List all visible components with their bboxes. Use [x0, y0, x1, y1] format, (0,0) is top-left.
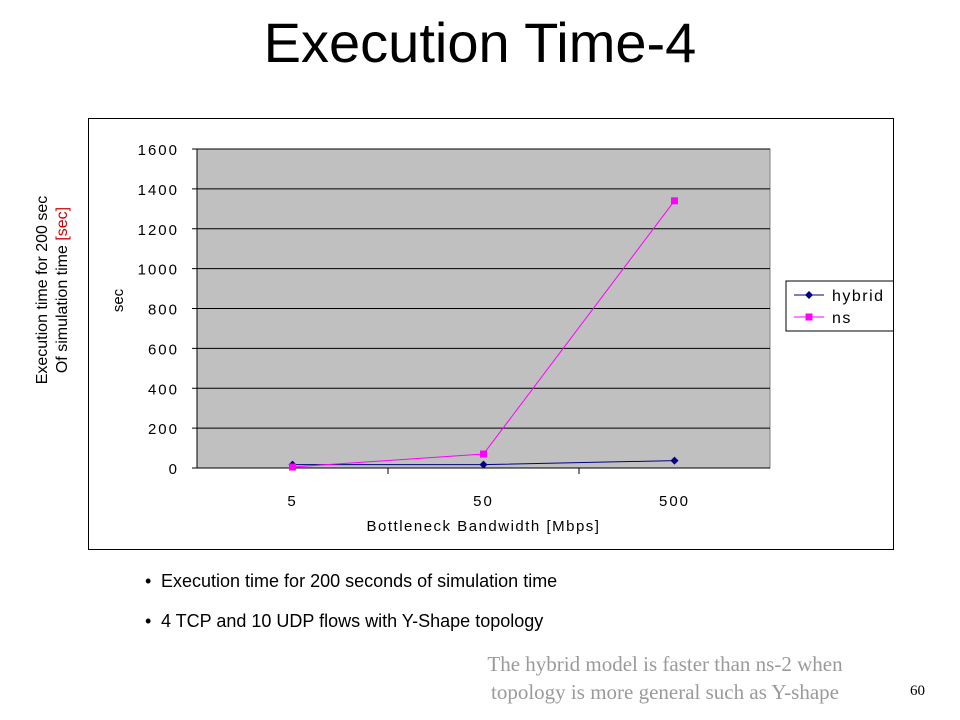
y-tick-label: 1600 — [138, 142, 179, 159]
side-axis-label: Execution time for 200 sec Of simulation… — [33, 140, 83, 440]
conclusion-note: The hybrid model is faster than ns-2 whe… — [430, 650, 900, 706]
y-tick-label: 0 — [169, 461, 179, 478]
data-point-hybrid — [479, 460, 488, 469]
bullet-dot-icon: • — [145, 611, 152, 631]
side-label-line2: Of simulation time [sec] — [53, 140, 73, 440]
note-line-2: topology is more general such as Y-shape — [491, 680, 839, 704]
legend-marker — [805, 291, 813, 299]
legend-label: ns — [832, 310, 852, 327]
legend-label: hybrid — [832, 288, 885, 305]
slide-title: Execution Time-4 — [263, 11, 697, 74]
x-tick-label: 500 — [659, 493, 690, 510]
legend-box — [785, 280, 895, 332]
bullet-item-2: • 4 TCP and 10 UDP flows with Y-Shape top… — [145, 608, 557, 634]
y-tick-label: 400 — [148, 381, 179, 398]
bullet-item-1: • Execution time for 200 seconds of simul… — [145, 568, 557, 594]
data-point-ns — [671, 197, 678, 205]
bullet-dot-icon: • — [145, 571, 152, 591]
legend-marker — [805, 313, 813, 321]
y-tick-label: 1400 — [138, 182, 179, 199]
side-label-line1: Execution time for 200 sec — [34, 195, 51, 385]
chart-frame: 0 200 400 600 800 1000 1200 1400 1600 5 50 500 Bottl… — [88, 118, 895, 550]
y-tick-label: 1200 — [138, 222, 179, 239]
x-axis-title: Bottleneck Bandwidth [Mbps] — [367, 518, 601, 535]
x-tick-label: 5 — [287, 493, 297, 510]
y-tick-label: 800 — [148, 302, 179, 319]
y-tick-label: 1000 — [138, 262, 179, 279]
bullet-text-1: Execution time for 200 seconds of simula… — [161, 571, 558, 591]
y-tick-label: 200 — [148, 421, 179, 438]
data-point-ns — [480, 450, 487, 458]
y-axis-title: sec — [110, 288, 127, 312]
line-chart: 0 200 400 600 800 1000 1200 1400 1600 5 50 500 Bottl… — [110, 142, 895, 535]
y-tick-label: 600 — [148, 341, 179, 358]
side-label-line2-main: Of simulation time — [54, 240, 71, 374]
bullet-text-2: 4 TCP and 10 UDP flows with Y-Shape topo… — [161, 611, 544, 631]
side-label-unit: [sec] — [54, 206, 71, 241]
slide-number: 60 — [910, 683, 925, 699]
data-point-ns — [289, 463, 296, 471]
data-point-hybrid — [670, 456, 679, 465]
x-tick-label: 50 — [473, 493, 494, 510]
bullet-list: • Execution time for 200 seconds of simul… — [145, 568, 557, 648]
note-line-1: The hybrid model is faster than ns-2 whe… — [487, 652, 843, 676]
